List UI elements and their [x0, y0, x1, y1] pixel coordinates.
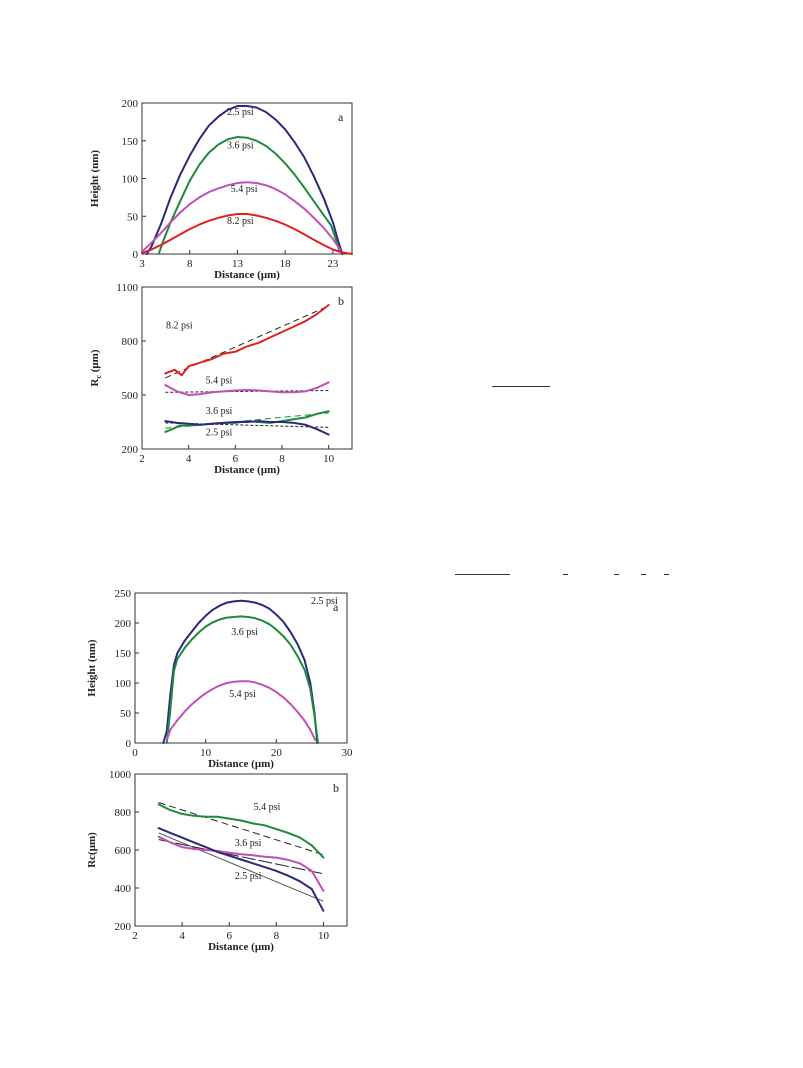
y-axis-label: Rc (μm) — [89, 349, 103, 386]
x-tick-label: 8 — [274, 930, 280, 942]
y-axis-label-rest: (μm) — [89, 349, 101, 375]
series-label: 3.6 psi — [206, 406, 233, 417]
x-tick-label: 18 — [280, 258, 292, 270]
series-label: 5.4 psi — [229, 689, 256, 700]
x-tick-label: 0 — [132, 747, 138, 759]
x-tick-label: 10 — [323, 453, 335, 465]
series-label: 3.6 psi — [227, 140, 254, 151]
series-label: 2.5 psi — [235, 871, 262, 882]
divider-line — [563, 574, 568, 575]
x-tick-label: 20 — [271, 747, 283, 759]
series-line-3-6-psi — [157, 835, 325, 892]
series-line-3-6-psi — [158, 136, 341, 254]
series-line-2-5-psi — [162, 599, 319, 744]
y-axis-label: Height (nm) — [89, 150, 101, 207]
x-tick-label: 6 — [233, 453, 239, 465]
height-profile-chart-1: 3 8 13 18 23 0 50 100 150 200 Distance (μm) Height … — [89, 98, 353, 281]
series-label: 8.2 psi — [227, 216, 254, 227]
divider-line — [641, 574, 646, 575]
y-tick-label: 0 — [126, 738, 132, 750]
x-tick-label: 8 — [279, 453, 285, 465]
x-axis-label: Distance (μm) — [214, 464, 280, 476]
height-profile-chart-2: 0 10 20 30 0 50 100 150 200 250 Distance (μm) Heigh… — [86, 588, 354, 770]
series-line-5-4-psi — [157, 803, 325, 859]
y-tick-label: 150 — [122, 136, 139, 148]
x-axis-label: Distance (μm) — [208, 941, 274, 953]
y-tick-label: 200 — [122, 444, 139, 456]
fit-line — [158, 832, 324, 902]
x-axis-label: Distance (μm) — [208, 758, 274, 770]
y-axis-label: Height (nm) — [86, 639, 98, 696]
y-tick-label: 50 — [127, 211, 139, 223]
x-tick-label: 8 — [187, 258, 193, 270]
series-label: 5.4 psi — [206, 375, 233, 386]
plot-frame — [141, 102, 353, 255]
y-tick-label: 500 — [122, 390, 139, 402]
series-line-8-2-psi — [141, 213, 353, 255]
series-line-5-4-psi — [141, 181, 342, 253]
x-tick-label: 10 — [200, 747, 212, 759]
rc-profile-chart-2: 2 4 6 8 10 200 400 600 800 1000 Distance (μm) Rc(μm… — [86, 769, 348, 953]
series-line-2-5-psi — [164, 420, 330, 436]
y-tick-label: 600 — [115, 845, 132, 857]
series-line-2-5-psi — [157, 827, 325, 912]
fit-line — [158, 839, 324, 875]
y-tick-label: 250 — [115, 588, 132, 600]
panel-label: b — [338, 294, 344, 308]
series-line-5-4-psi — [165, 680, 317, 741]
series-line-8-2-psi — [164, 304, 330, 377]
x-tick-label: 23 — [327, 258, 339, 270]
x-tick-label: 6 — [226, 930, 232, 942]
y-tick-label: 100 — [122, 174, 139, 186]
panel-label: a — [338, 110, 344, 124]
rc-profile-chart-1: 2 4 6 8 10 200 500 800 1100 Distance (μm) Rc (μm) b… — [89, 282, 353, 476]
x-tick-label: 2 — [132, 930, 138, 942]
y-tick-label: 50 — [120, 708, 132, 720]
y-axis-label: Rc(μm) — [86, 832, 98, 868]
x-tick-label: 3 — [139, 258, 145, 270]
y-tick-label: 1100 — [116, 282, 138, 294]
fit-line — [165, 305, 329, 379]
plot-frame — [141, 286, 353, 450]
series-label: 8.2 psi — [166, 320, 193, 331]
series-label: 2.5 psi — [227, 107, 254, 118]
x-tick-label: 4 — [186, 453, 192, 465]
y-tick-label: 800 — [115, 807, 132, 819]
series-line-3-6-psi — [165, 615, 319, 744]
panel-label: b — [333, 781, 339, 795]
fit-line — [158, 802, 324, 856]
series-label: 5.4 psi — [254, 802, 281, 813]
y-tick-label: 1000 — [109, 769, 132, 781]
y-tick-label: 200 — [115, 921, 132, 933]
series-line-2-5-psi — [145, 105, 344, 255]
series-line-5-4-psi — [164, 381, 330, 396]
y-tick-label: 150 — [115, 648, 132, 660]
x-tick-label: 4 — [179, 930, 185, 942]
series-label: 3.6 psi — [235, 838, 262, 849]
x-axis-label: Distance (μm) — [214, 269, 280, 281]
x-tick-label: 30 — [342, 747, 354, 759]
x-tick-label: 10 — [318, 930, 330, 942]
divider-line — [492, 386, 550, 387]
y-tick-label: 200 — [122, 98, 139, 110]
series-label: 2.5 psi — [311, 596, 338, 607]
x-tick-label: 2 — [139, 453, 145, 465]
divider-line — [664, 574, 669, 575]
y-tick-label: 200 — [115, 618, 132, 630]
y-tick-label: 100 — [115, 678, 132, 690]
y-tick-label: 400 — [115, 883, 132, 895]
y-axis-label-sub: c — [94, 375, 103, 379]
divider-line — [614, 574, 619, 575]
x-tick-label: 13 — [232, 258, 244, 270]
panel-label: a — [333, 600, 339, 614]
divider-line — [455, 574, 510, 575]
y-axis-label-main: R — [89, 378, 101, 387]
series-label: 2.5 psi — [206, 428, 233, 439]
y-tick-label: 800 — [122, 336, 139, 348]
plot-frame — [134, 592, 348, 744]
y-tick-label: 0 — [133, 249, 139, 261]
series-label: 5.4 psi — [231, 184, 258, 195]
series-label: 3.6 psi — [231, 627, 258, 638]
